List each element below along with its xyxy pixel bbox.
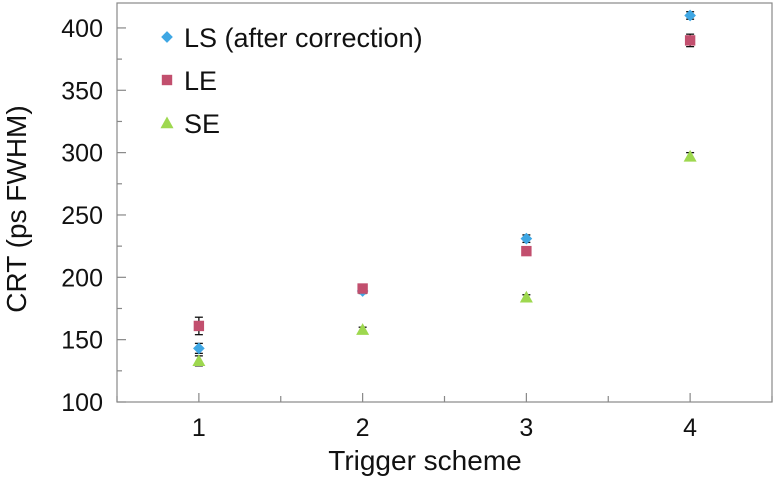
- y-tick-label: 400: [61, 15, 103, 43]
- y-tick-label: 350: [61, 77, 103, 105]
- y-tick-label: 300: [61, 140, 103, 168]
- data-point: [192, 354, 206, 367]
- data-point: [356, 323, 370, 335]
- y-axis-title: CRT (ps FWHM): [1, 105, 32, 312]
- y-tick-label: 200: [61, 264, 103, 292]
- x-tick-label: 1: [192, 414, 206, 442]
- plot-frame: [116, 2, 773, 403]
- legend-label: LE: [184, 66, 217, 96]
- data-point: [520, 232, 533, 245]
- x-axis-ticks: 1 2 3 4: [116, 393, 773, 442]
- data-point: [193, 342, 205, 355]
- legend: LS (after correction) LE SE: [160, 23, 423, 139]
- legend-marker: [161, 31, 173, 43]
- y-tick-label: 100: [61, 389, 103, 417]
- x-axis-title: Trigger scheme: [328, 445, 521, 476]
- data-point: [684, 35, 696, 46]
- axes: [116, 2, 773, 403]
- data-point: [519, 290, 533, 303]
- legend-label: SE: [184, 109, 220, 139]
- legend-marker: [160, 116, 174, 129]
- x-tick-label: 4: [683, 414, 697, 442]
- y-axis-ticks: 100 150 200 250 300 350 400: [61, 15, 126, 417]
- y-tick-label: 150: [61, 327, 103, 355]
- legend-marker: [161, 74, 173, 86]
- data-point: [684, 9, 696, 22]
- x-tick-label: 3: [519, 414, 533, 442]
- data-point: [357, 283, 368, 294]
- x-tick-label: 2: [356, 414, 370, 442]
- data-point: [521, 245, 532, 257]
- data-markers: [192, 9, 697, 367]
- data-point: [683, 149, 697, 162]
- y-tick-label: 250: [61, 202, 103, 230]
- data-point: [193, 320, 205, 332]
- legend-label: LS (after correction): [184, 23, 423, 53]
- error-bars: [194, 11, 695, 367]
